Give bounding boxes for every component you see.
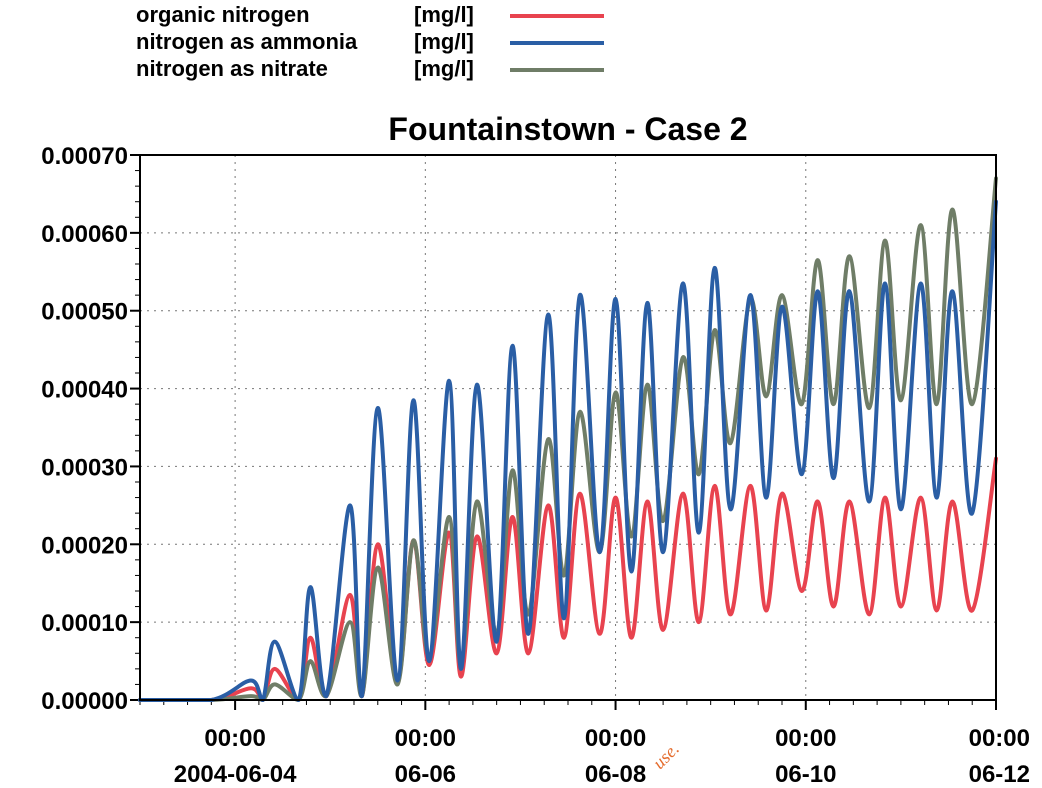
y-tick-label: 0.00060	[41, 221, 128, 248]
x-tick-time-label: 00:00	[969, 725, 1030, 752]
y-axis: 0.00000 0.00010 0.00020 0.00030 0.00040 0.000…	[41, 143, 140, 715]
legend-unit: [mg/l]	[414, 29, 474, 54]
x-tick-date-label: 06-08	[585, 761, 646, 788]
y-tick-label: 0.00050	[41, 299, 128, 326]
x-tick-time-label: 00:00	[204, 725, 265, 752]
legend-label: nitrogen as ammonia	[136, 29, 358, 54]
series-line-nitrogen-as-ammonia	[138, 199, 998, 702]
legend-label: nitrogen as nitrate	[136, 56, 328, 81]
y-tick-label: 0.00040	[41, 377, 128, 404]
y-tick-label: 0.00000	[41, 688, 128, 715]
legend: organic nitrogen [mg/l] nitrogen as ammoni…	[136, 2, 604, 81]
legend-unit: [mg/l]	[414, 56, 474, 81]
plot-frame	[139, 154, 997, 701]
y-tick-label: 0.00030	[41, 454, 128, 481]
series-lines	[138, 176, 998, 702]
x-tick-time-label: 00:00	[585, 725, 646, 752]
watermark-text: use.	[649, 739, 683, 773]
y-tick-label: 0.00070	[41, 143, 128, 170]
chart-title: Fountainstown - Case 2	[388, 111, 747, 147]
x-tick-date-label: 06-12	[969, 761, 1030, 788]
x-tick-date-label: 06-10	[775, 761, 836, 788]
y-tick-label: 0.00020	[41, 532, 128, 559]
y-tick-label: 0.00010	[41, 610, 128, 637]
x-tick-time-label: 00:00	[775, 725, 836, 752]
legend-unit: [mg/l]	[414, 2, 474, 27]
x-tick-time-label: 00:00	[395, 725, 456, 752]
legend-label: organic nitrogen	[136, 2, 310, 27]
x-tick-date-label: 2004-06-04	[174, 761, 297, 788]
x-axis: 00:00 2004-06-04 00:00 06-06 00:00 06-08 00:00…	[139, 700, 1030, 788]
x-tick-date-label: 06-06	[395, 761, 456, 788]
